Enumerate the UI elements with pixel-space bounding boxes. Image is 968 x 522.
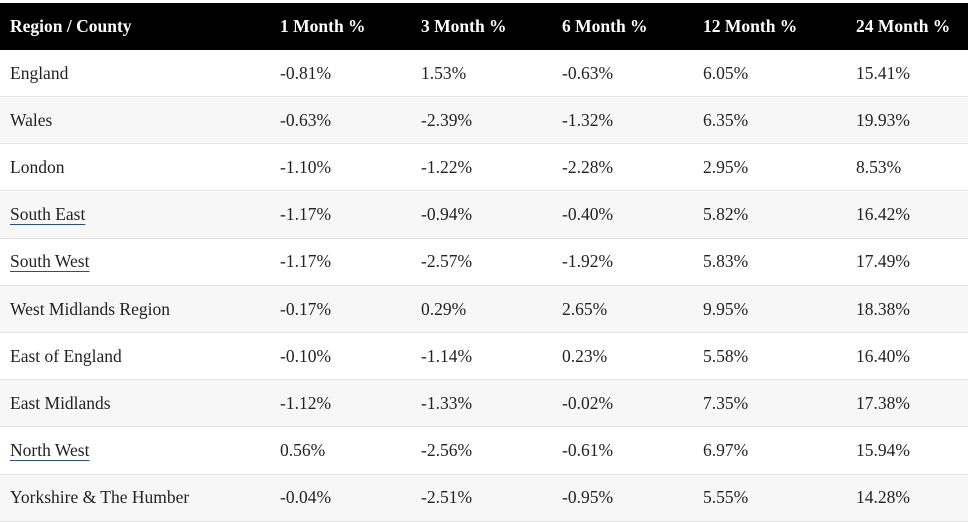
- percent-cell: -0.63%: [280, 109, 332, 130]
- percent-cell: 16.40%: [856, 345, 910, 366]
- table-row: South East -1.17% -0.94% -0.40% 5.82% 16.42%: [0, 191, 968, 239]
- column-header: 24 Month %: [856, 16, 951, 36]
- percent-cell: 18.38%: [856, 298, 910, 319]
- percent-cell: 5.83%: [703, 251, 749, 272]
- percent-cell: 5.55%: [703, 487, 749, 508]
- region-name: London: [10, 156, 65, 177]
- table-row: North West 0.56% -2.56% -0.61% 6.97% 15.94%: [0, 428, 968, 475]
- percent-cell: 2.65%: [562, 298, 608, 319]
- percent-cell: -0.10%: [280, 345, 332, 366]
- percent-cell: -1.33%: [421, 392, 473, 413]
- percent-cell: -2.56%: [421, 440, 473, 461]
- region-name: West Midlands Region: [10, 298, 170, 319]
- region-link[interactable]: South East: [10, 204, 86, 225]
- column-header: 6 Month %: [562, 16, 648, 36]
- region-name: England: [10, 62, 69, 83]
- column-header: 12 Month %: [703, 16, 798, 36]
- percent-cell: 2.95%: [703, 156, 749, 177]
- percent-cell: -1.12%: [280, 392, 332, 413]
- percent-cell: 9.95%: [703, 298, 749, 319]
- percent-cell: -0.40%: [562, 204, 614, 225]
- table-row: London -1.10% -1.22% -2.28% 2.95% 8.53%: [0, 144, 968, 192]
- percent-cell: 6.97%: [703, 440, 749, 461]
- table-row: East of England -0.10% -1.14% 0.23% 5.58% 16.…: [0, 333, 968, 381]
- table-row: Yorkshire & The Humber -0.04% -2.51% -0.95%…: [0, 474, 968, 522]
- region-link[interactable]: South West: [10, 251, 90, 272]
- percent-cell: 1.53%: [421, 62, 467, 83]
- percent-cell: 19.93%: [856, 109, 910, 130]
- percent-cell: -1.10%: [280, 156, 332, 177]
- table-row: East Midlands -1.12% -1.33% -0.02% 7.35% 17.3…: [0, 380, 968, 428]
- percent-cell: -1.92%: [562, 251, 614, 272]
- percent-cell: 6.35%: [703, 109, 749, 130]
- region-name: South East: [10, 192, 85, 238]
- percent-cell: -1.17%: [280, 251, 332, 272]
- region-name: North West: [10, 428, 89, 474]
- percent-cell: -0.81%: [280, 62, 332, 83]
- percent-cell: 17.38%: [856, 392, 910, 413]
- percent-cell: -0.04%: [280, 487, 332, 508]
- percent-cell: -1.32%: [562, 109, 614, 130]
- table-row: South West -1.17% -2.57% -1.92% 5.83% 17.49%: [0, 239, 968, 286]
- percent-cell: 6.05%: [703, 62, 749, 83]
- percent-cell: -0.61%: [562, 440, 614, 461]
- table-header: Region / County 1 Month % 3 Month % 6 Month…: [0, 3, 968, 50]
- column-header: Region / County: [10, 16, 132, 36]
- region-name: Wales: [10, 109, 53, 130]
- percent-cell: 15.41%: [856, 62, 910, 83]
- percent-cell: 16.42%: [856, 204, 910, 225]
- percent-cell: -0.63%: [562, 62, 614, 83]
- percent-cell: -0.94%: [421, 204, 473, 225]
- table-row: West Midlands Region -0.17% 0.29% 2.65% 9.95…: [0, 286, 968, 333]
- table-row: Wales -0.63% -2.39% -1.32% 6.35% 19.93%: [0, 97, 968, 145]
- percent-cell: -2.57%: [421, 251, 473, 272]
- percent-cell: -0.95%: [562, 487, 614, 508]
- region-name: East of England: [10, 345, 122, 366]
- region-name: Yorkshire & The Humber: [10, 487, 190, 508]
- percent-cell: 8.53%: [856, 156, 902, 177]
- percent-cell: 5.58%: [703, 345, 749, 366]
- percent-cell: -1.22%: [421, 156, 473, 177]
- region-name: South West: [10, 239, 89, 285]
- percent-cell: -1.17%: [280, 204, 332, 225]
- percent-cell: -2.51%: [421, 487, 473, 508]
- column-header: 3 Month %: [421, 16, 507, 36]
- percent-cell: 17.49%: [856, 251, 910, 272]
- region-name: East Midlands: [10, 392, 111, 413]
- column-header: 1 Month %: [280, 16, 366, 36]
- percent-cell: 0.29%: [421, 298, 467, 319]
- percent-cell: 7.35%: [703, 392, 749, 413]
- percent-cell: -2.39%: [421, 109, 473, 130]
- percent-cell: 0.56%: [280, 440, 326, 461]
- percent-cell: -0.17%: [280, 298, 332, 319]
- percent-cell: -1.14%: [421, 345, 473, 366]
- percent-cell: -0.02%: [562, 392, 614, 413]
- percent-cell: 14.28%: [856, 487, 910, 508]
- percent-cell: 15.94%: [856, 440, 910, 461]
- percent-cell: -2.28%: [562, 156, 614, 177]
- region-link[interactable]: North West: [10, 440, 90, 461]
- percent-cell: 0.23%: [562, 345, 608, 366]
- table-row: England -0.81% 1.53% -0.63% 6.05% 15.41%: [0, 50, 968, 97]
- percent-cell: 5.82%: [703, 204, 749, 225]
